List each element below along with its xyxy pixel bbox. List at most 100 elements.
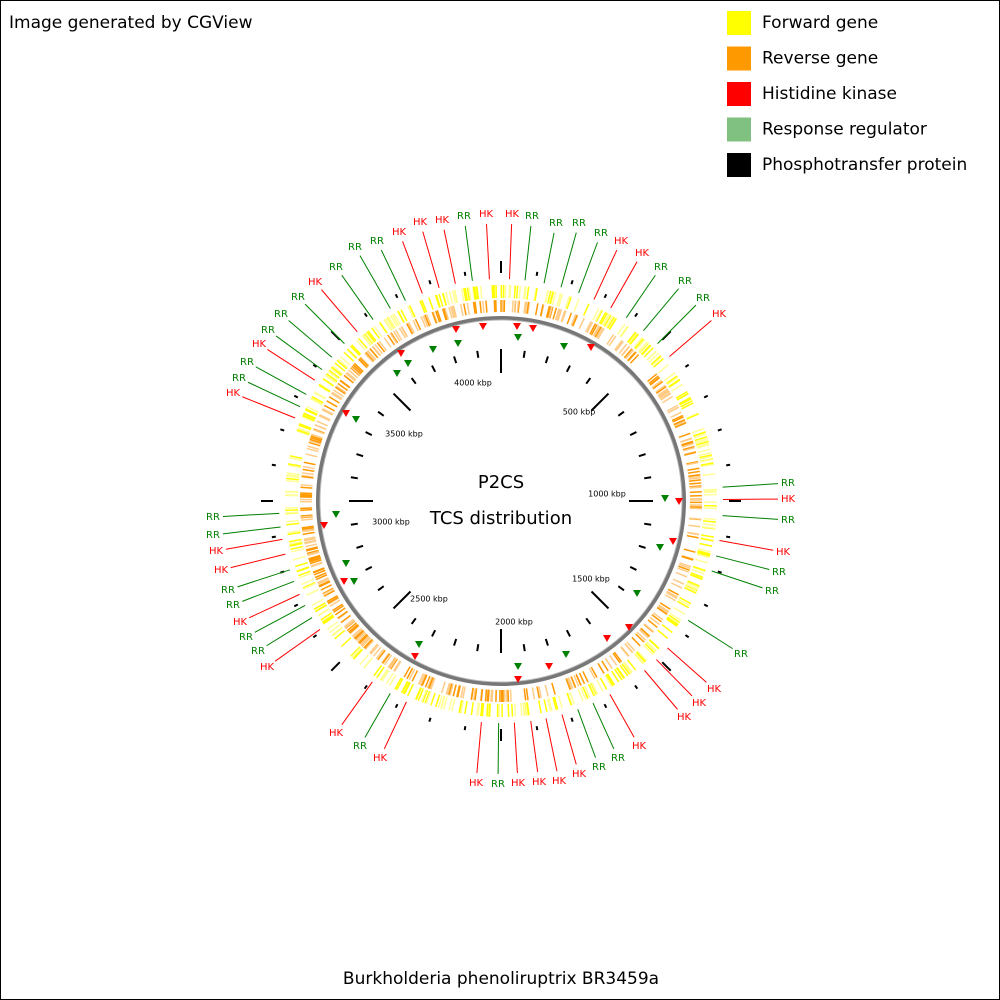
gene <box>339 356 351 366</box>
feature-label: RR <box>491 779 505 790</box>
gene <box>322 587 334 595</box>
gene <box>538 686 542 699</box>
gene <box>302 414 315 422</box>
inner-tick <box>392 590 412 610</box>
gene <box>555 308 561 321</box>
gene <box>688 473 701 477</box>
tcs-marker <box>454 340 462 347</box>
gene <box>441 308 447 321</box>
outer-tick <box>603 703 608 709</box>
gene <box>358 633 368 644</box>
gene <box>438 293 444 307</box>
feature-label: RR <box>654 262 668 273</box>
feature-leader <box>321 289 358 333</box>
gene <box>634 652 645 664</box>
gene <box>358 338 368 349</box>
outer-tick <box>684 634 690 639</box>
gene <box>676 392 689 401</box>
gene <box>460 686 464 699</box>
gene <box>526 301 530 314</box>
outer-tick <box>661 330 672 341</box>
gene <box>364 352 374 363</box>
gene <box>567 677 574 689</box>
gene <box>328 597 340 605</box>
feature-leader <box>476 722 482 774</box>
gene <box>485 300 488 313</box>
gene <box>331 366 343 376</box>
gene <box>466 287 471 301</box>
gene <box>687 470 700 474</box>
gene <box>352 364 363 374</box>
gene <box>417 673 425 685</box>
gene <box>703 490 717 493</box>
gene <box>553 696 559 710</box>
gene <box>419 673 426 686</box>
gene <box>307 551 320 557</box>
gene <box>448 697 453 711</box>
feature-leader <box>274 629 321 662</box>
gene <box>310 435 323 441</box>
feature-leader <box>266 617 313 647</box>
feature-label: RR <box>370 236 384 247</box>
gene <box>638 629 649 639</box>
gene <box>428 677 434 689</box>
gene <box>459 303 464 317</box>
gene <box>452 684 457 697</box>
gene <box>636 651 647 662</box>
gene <box>366 331 376 343</box>
gene <box>628 332 638 344</box>
gene <box>472 688 477 701</box>
gene <box>679 562 692 568</box>
feature-label: HK <box>413 217 428 228</box>
gene <box>290 548 304 553</box>
gene <box>337 382 349 392</box>
gene <box>310 562 323 568</box>
feature-leader <box>254 605 306 633</box>
outer-tick <box>703 394 709 399</box>
gene <box>302 531 315 536</box>
gene <box>302 581 316 589</box>
gene <box>340 637 352 648</box>
inner-tick <box>522 644 526 652</box>
gene <box>330 367 342 377</box>
gene <box>548 306 553 319</box>
gene <box>604 674 613 687</box>
tcs-marker <box>514 676 522 683</box>
gene <box>589 323 597 335</box>
gene <box>325 373 338 383</box>
feature-leader <box>543 232 555 284</box>
gene <box>305 543 318 548</box>
gene <box>289 457 303 462</box>
tcs-marker <box>320 522 328 529</box>
gene <box>573 675 580 687</box>
feature-leader <box>237 569 291 588</box>
legend-label: Forward gene <box>762 13 878 33</box>
gene <box>624 643 634 654</box>
gene <box>693 433 707 439</box>
feature-label: HK <box>511 778 526 789</box>
feature-leader <box>687 619 733 650</box>
gene <box>549 291 554 305</box>
gene <box>309 557 322 563</box>
gene <box>353 628 363 639</box>
gene <box>300 484 313 487</box>
feature-leader <box>275 335 323 371</box>
tcs-marker <box>656 544 664 551</box>
gene <box>445 682 451 695</box>
gene <box>491 689 494 702</box>
inner-tick <box>565 629 571 637</box>
feature-label: RR <box>251 646 265 657</box>
gene <box>689 485 702 488</box>
gene <box>430 692 436 706</box>
outer-tick <box>726 463 731 467</box>
gene <box>570 314 577 326</box>
outer-tick <box>271 535 276 539</box>
gene <box>421 299 428 313</box>
gene <box>343 618 355 628</box>
gene <box>566 677 573 690</box>
gene <box>667 588 680 596</box>
gene <box>681 440 694 446</box>
backbone-inner <box>319 319 683 683</box>
gene <box>603 314 612 327</box>
